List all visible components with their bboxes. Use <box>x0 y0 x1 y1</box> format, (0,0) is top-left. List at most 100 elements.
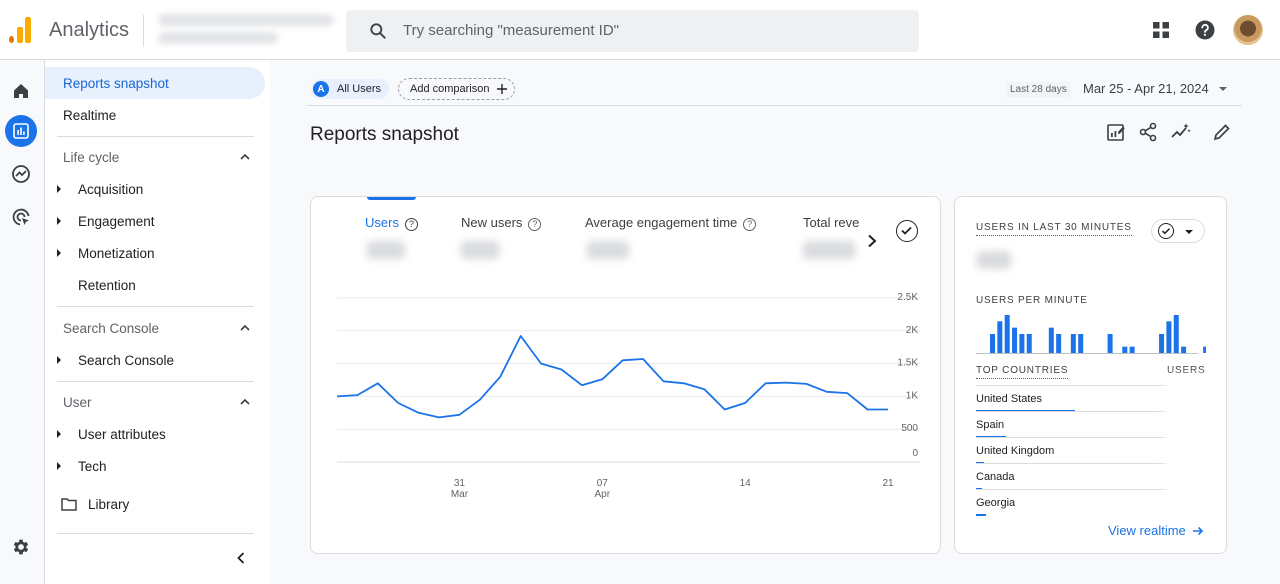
overview-chart-card: Users? New users? Average engagement tim… <box>310 196 941 554</box>
help-circle-icon[interactable]: ? <box>404 218 418 231</box>
avatar[interactable] <box>1233 15 1263 45</box>
x-tick-day: 14 <box>740 478 752 489</box>
home-icon[interactable] <box>5 75 37 107</box>
y-tick-label: 2.5K <box>897 292 918 303</box>
x-tick-month: Mar <box>451 489 469 500</box>
help-circle-icon[interactable]: ? <box>743 218 757 231</box>
minute-bar <box>1012 327 1018 353</box>
minute-bar <box>1107 334 1113 353</box>
explore-icon[interactable] <box>5 158 37 190</box>
realtime-metric-selector[interactable] <box>1151 219 1205 243</box>
collapse-chevron-left-icon[interactable] <box>235 551 247 565</box>
metric-tab-total-revenue[interactable]: Total reve <box>803 215 859 230</box>
nav-item-search-console[interactable]: Search Console <box>45 344 265 376</box>
minute-bar <box>1181 346 1187 353</box>
country-name: Spain <box>976 419 1005 431</box>
country-share-bar <box>976 514 986 516</box>
caret-right-icon <box>57 462 61 470</box>
nav-item-reports-snapshot[interactable]: Reports snapshot <box>45 67 265 99</box>
nav-item-retention[interactable]: Retention <box>78 277 136 293</box>
metric-value-users-redacted <box>367 241 405 259</box>
view-realtime-link[interactable]: View realtime <box>1108 523 1204 538</box>
comparison-chip-all-users[interactable]: A All Users <box>311 79 390 99</box>
chevron-up-icon <box>240 324 250 331</box>
minute-bar <box>1048 327 1054 353</box>
left-rail <box>0 60 45 584</box>
reports-icon[interactable] <box>5 115 37 147</box>
nav-section-life-cycle[interactable]: Life cycle <box>45 141 255 173</box>
metric-tab-new-users[interactable]: New users? <box>461 215 542 231</box>
insights-icon[interactable] <box>1171 122 1191 142</box>
customize-report-icon[interactable] <box>1106 122 1126 142</box>
settings-gear-icon[interactable] <box>5 531 37 563</box>
checkmark-circle-icon <box>1158 223 1174 239</box>
minute-bar <box>1026 334 1032 353</box>
minute-bar <box>1070 334 1076 353</box>
minute-bar <box>1203 346 1206 353</box>
active-tab-indicator <box>367 197 416 200</box>
compare-metrics-button[interactable] <box>896 220 918 242</box>
minute-bar <box>1166 321 1172 353</box>
y-tick-label: 2K <box>906 325 919 336</box>
y-tick-label: 500 <box>901 423 918 434</box>
minute-bar <box>997 321 1003 353</box>
nav-item-user-attributes[interactable]: User attributes <box>45 418 265 450</box>
minute-bar <box>1129 346 1135 353</box>
country-name: United States <box>976 393 1043 405</box>
country-name: United Kingdom <box>976 445 1055 457</box>
caret-right-icon <box>57 430 61 438</box>
nav-section-search-console[interactable]: Search Console <box>45 312 255 344</box>
nav-item-library[interactable]: Library <box>45 488 265 520</box>
caret-right-icon <box>57 356 61 364</box>
minute-bar <box>1122 346 1128 353</box>
checkmark-icon <box>901 226 912 235</box>
chevron-up-icon <box>240 398 250 405</box>
caret-right-icon <box>57 185 61 193</box>
analytics-logo-icon[interactable] <box>9 17 33 43</box>
advertising-icon[interactable] <box>5 201 37 233</box>
date-range-selector[interactable]: Mar 25 - Apr 21, 2024 <box>1083 81 1209 96</box>
metric-tab-avg-engagement[interactable]: Average engagement time? <box>585 215 757 231</box>
page-title: Reports snapshot <box>310 124 459 145</box>
minute-bar <box>1056 334 1062 353</box>
add-comparison-button[interactable]: Add comparison <box>398 78 515 100</box>
metric-tab-users[interactable]: Users? <box>365 215 418 231</box>
search-input[interactable]: Try searching "measurement ID" <box>403 22 619 39</box>
users-series-line <box>336 335 888 419</box>
realtime-card: USERS IN LAST 30 MINUTES USERS PER MINUT… <box>954 196 1227 554</box>
search-bar[interactable]: Try searching "measurement ID" <box>346 10 919 52</box>
folder-icon <box>61 498 77 511</box>
nav-item-acquisition[interactable]: Acquisition <box>45 173 265 205</box>
help-circle-icon[interactable]: ? <box>528 218 542 231</box>
dropdown-arrow-icon <box>1185 230 1193 234</box>
nav-section-user[interactable]: User <box>45 386 255 418</box>
nav-item-realtime[interactable]: Realtime <box>63 107 117 123</box>
search-icon <box>370 23 386 39</box>
nav-item-tech[interactable]: Tech <box>45 450 265 482</box>
next-metrics-chevron-icon[interactable] <box>867 234 877 248</box>
nav-item-engagement[interactable]: Engagement <box>45 205 265 237</box>
comparison-badge: A <box>313 81 329 97</box>
reports-nav: Reports snapshot Realtime Life cycle Acq… <box>45 60 270 584</box>
nav-item-monetization[interactable]: Monetization <box>45 237 265 269</box>
main-content: A All Users Add comparison Last 28 days … <box>270 60 1280 584</box>
edit-pencil-icon[interactable] <box>1212 122 1232 142</box>
apps-grid-icon[interactable] <box>1152 21 1170 39</box>
account-selector[interactable] <box>156 12 336 48</box>
x-tick-day: 31 <box>454 478 466 489</box>
date-period-label: Last 28 days <box>1007 82 1070 97</box>
x-tick-month: Apr <box>595 489 611 500</box>
x-tick-day: 07 <box>597 478 609 489</box>
help-icon[interactable] <box>1195 20 1215 40</box>
metric-value-engagement-redacted <box>587 241 629 259</box>
minute-bar <box>1019 334 1025 353</box>
top-bar: Analytics Try searching "measurement ID" <box>0 0 1280 60</box>
top-countries-label: TOP COUNTRIES <box>976 365 1069 379</box>
plus-icon <box>496 84 507 94</box>
date-dropdown-icon[interactable] <box>1219 87 1227 91</box>
minute-bar <box>1173 315 1179 353</box>
country-name: Canada <box>976 471 1015 483</box>
arrow-right-icon <box>1192 526 1203 535</box>
share-icon[interactable] <box>1138 122 1158 142</box>
x-tick-day: 21 <box>882 478 894 489</box>
